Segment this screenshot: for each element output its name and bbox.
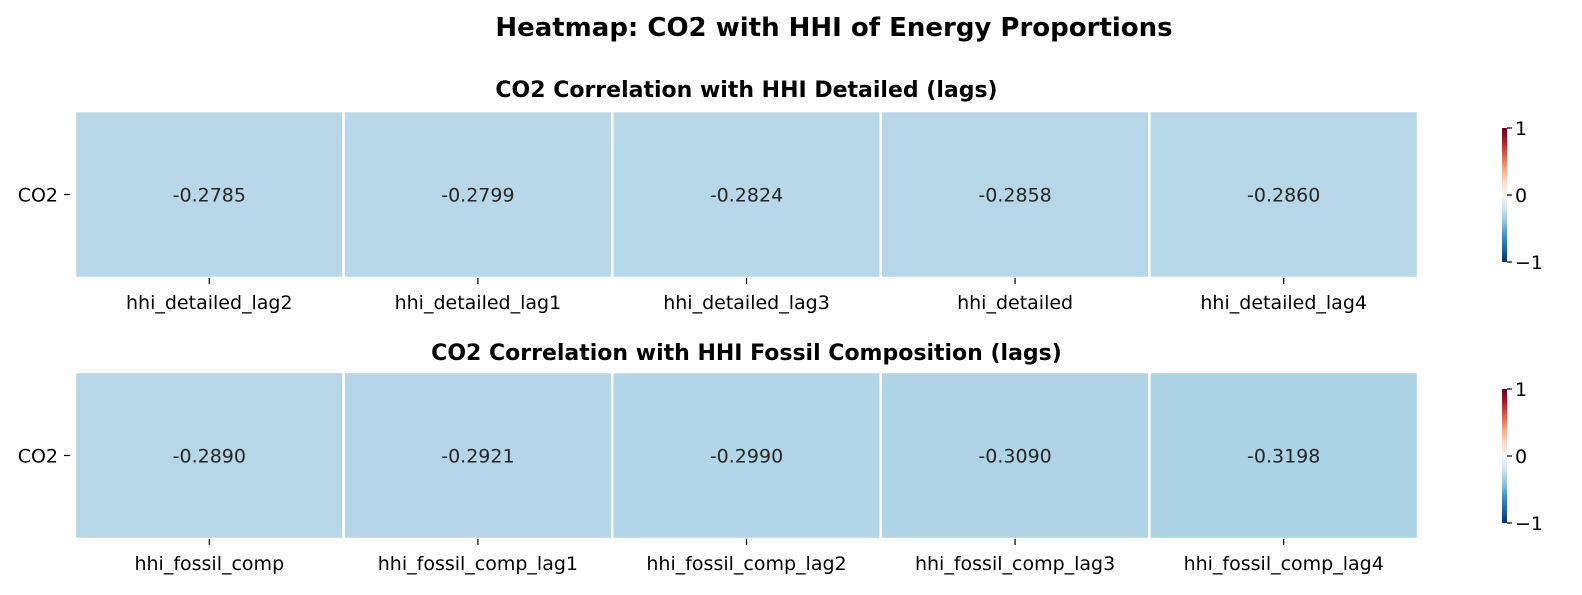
colorbar-tick-label: 1 (1515, 379, 1527, 401)
column-label: hhi_detailed_lag1 (395, 292, 562, 314)
panel-title: CO2 Correlation with HHI Fossil Composit… (431, 341, 1062, 366)
cell-value-label: -0.2824 (710, 185, 783, 207)
cell-value-label: -0.2858 (978, 185, 1051, 207)
column-label: hhi_fossil_comp_lag1 (378, 553, 578, 575)
heatmap-cell (1148, 109, 1420, 280)
figure-title: Heatmap: CO2 with HHI of Energy Proporti… (495, 13, 1172, 43)
heatmap-cell (1148, 370, 1420, 541)
column-label: hhi_fossil_comp_lag2 (646, 553, 846, 575)
cell-value-label: -0.2799 (441, 185, 514, 207)
cell-value-label: -0.2990 (710, 446, 783, 468)
column-label: hhi_detailed_lag2 (126, 292, 293, 314)
cell-value-label: -0.2785 (173, 185, 246, 207)
column-label: hhi_detailed_lag3 (663, 292, 830, 314)
heatmap-cell (342, 370, 614, 541)
cell-value-label: -0.2921 (441, 446, 514, 468)
heatmap-cell (342, 109, 614, 280)
cell-value-label: -0.2860 (1247, 185, 1320, 207)
cell-value-label: -0.3198 (1247, 446, 1320, 468)
column-label: hhi_fossil_comp_lag3 (915, 553, 1115, 575)
heatmap-panels: CO2 Correlation with HHI Detailed (lags)… (18, 78, 1543, 575)
cell-value-label: -0.3090 (978, 446, 1051, 468)
colorbar (1502, 389, 1507, 523)
colorbar-tick-label: −1 (1515, 252, 1543, 274)
colorbar-tick-label: 1 (1515, 118, 1527, 140)
column-label: hhi_fossil_comp_lag4 (1184, 553, 1384, 575)
colorbar-tick-label: 0 (1515, 446, 1527, 468)
heatmap-cell (610, 370, 883, 541)
cell-value-label: -0.2890 (173, 446, 246, 468)
heatmap-panel-2: CO2 Correlation with HHI Fossil Composit… (18, 341, 1543, 575)
column-label: hhi_detailed_lag4 (1200, 292, 1367, 314)
colorbar (1502, 128, 1507, 262)
row-label: CO2 (18, 446, 58, 468)
heatmap-cell (73, 370, 345, 541)
colorbar-tick-label: 0 (1515, 185, 1527, 207)
colorbar-tick-label: −1 (1515, 513, 1543, 535)
column-label: hhi_fossil_comp (134, 553, 284, 575)
heatmap-cell (879, 370, 1151, 541)
column-label: hhi_detailed (957, 292, 1073, 314)
row-label: CO2 (18, 185, 58, 207)
panel-title: CO2 Correlation with HHI Detailed (lags) (495, 78, 997, 103)
heatmap-panel-1: CO2 Correlation with HHI Detailed (lags)… (18, 78, 1543, 314)
